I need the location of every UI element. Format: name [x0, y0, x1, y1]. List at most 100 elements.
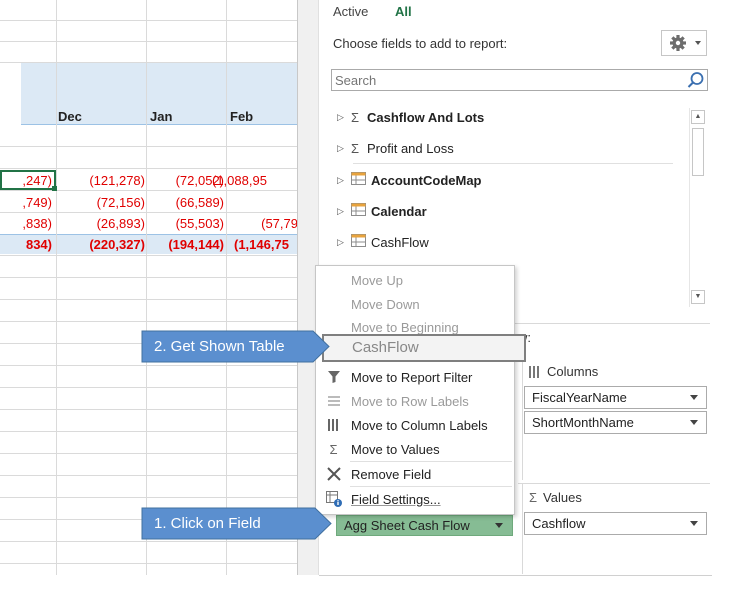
table-icon	[351, 202, 371, 220]
tab-all[interactable]: All	[395, 4, 412, 19]
menu-item-cashflow-shown-table[interactable]: CashFlow	[322, 334, 526, 362]
tab-active[interactable]: Active	[333, 4, 369, 19]
rows-icon	[316, 396, 351, 406]
cell[interactable]: ,749)	[22, 195, 52, 210]
field-item-cashflow-and-lots[interactable]: ▷ Σ Cashflow And Lots	[331, 107, 484, 127]
menu-item-move-to-beginning[interactable]: Move to Beginning	[351, 319, 459, 335]
callout-arrow-shape	[141, 330, 330, 363]
selected-cell-border	[0, 170, 56, 190]
expand-triangle-icon[interactable]: ▷	[337, 236, 344, 247]
expand-triangle-icon[interactable]: ▷	[337, 142, 344, 153]
grid-line	[0, 321, 297, 322]
dropdown-caret-icon[interactable]	[495, 523, 503, 528]
field-item-profit-and-loss[interactable]: ▷ Σ Profit and Loss	[331, 138, 454, 158]
field-context-menu: Move Up Move Down Move to Beginning Move…	[315, 265, 526, 515]
field-item-calendar[interactable]: ▷ Calendar	[331, 201, 427, 221]
pane-section-divider	[320, 323, 710, 324]
cell[interactable]: (72,156)	[96, 195, 145, 210]
scrollbar-thumb[interactable]	[692, 128, 704, 176]
total-cell[interactable]: (1,146,75	[234, 237, 289, 252]
grid-line	[0, 20, 297, 21]
columns-area-title: Columns	[529, 364, 598, 379]
menu-item-move-up[interactable]: Move Up	[351, 272, 404, 288]
grid-line	[0, 190, 297, 191]
pane-bottom-border	[319, 575, 712, 576]
menu-item-move-to-report-filter[interactable]: Move to Report Filter	[316, 366, 514, 388]
callout-step-2: 2. Get Shown Table	[141, 330, 331, 363]
dropdown-caret-icon[interactable]	[690, 420, 698, 425]
grid-line	[0, 387, 297, 388]
cell[interactable]: (121,278)	[89, 173, 145, 188]
menu-item-remove-field[interactable]: Remove Field	[316, 463, 514, 485]
search-input[interactable]	[332, 70, 672, 90]
values-area-title: Σ Values	[529, 490, 582, 505]
columns-area[interactable]	[522, 355, 708, 480]
spreadsheet-grid[interactable]: Dec Jan Feb ,247) (121,278) (72,052) (1,…	[0, 0, 297, 575]
table-icon	[351, 233, 371, 251]
columns-icon	[316, 419, 351, 431]
field-list: ▷ Σ Cashflow And Lots ▷ Σ Profit and Los…	[331, 104, 708, 309]
field-list-settings-button[interactable]	[661, 30, 707, 56]
total-cell[interactable]: (194,144)	[168, 237, 224, 252]
grid-line	[0, 62, 297, 63]
field-settings-icon	[316, 491, 351, 507]
menu-separator	[350, 486, 512, 487]
menu-item-move-to-column-labels[interactable]: Move to Column Labels	[316, 414, 514, 436]
expand-triangle-icon[interactable]: ▷	[337, 174, 344, 185]
scroll-down-icon[interactable]: ▼	[691, 290, 705, 304]
sigma-icon: Σ	[529, 490, 538, 505]
cell[interactable]: (1,088,95	[212, 173, 267, 188]
grid-line	[56, 0, 57, 575]
grid-line	[0, 497, 297, 498]
total-cell[interactable]: 834)	[25, 237, 52, 252]
field-list-scrollbar[interactable]: ▲ ▼	[689, 108, 706, 307]
field-item-accountcodemap[interactable]: ▷ AccountCodeMap	[331, 170, 482, 190]
values-area[interactable]	[522, 484, 708, 574]
sigma-icon: Σ	[329, 441, 338, 457]
column-header-jan: Jan	[150, 109, 173, 124]
close-icon	[316, 467, 351, 481]
columns-field-fiscalyearname[interactable]: FiscalYearName	[524, 386, 707, 409]
grid-line	[0, 409, 297, 410]
grid-line	[0, 212, 297, 213]
gear-icon	[670, 35, 701, 51]
menu-item-move-down[interactable]: Move Down	[351, 296, 420, 312]
columns-field-shortmonthname[interactable]: ShortMonthName	[524, 411, 707, 434]
dropdown-caret-icon[interactable]	[690, 395, 698, 400]
menu-separator	[350, 461, 512, 462]
grid-line	[0, 365, 297, 366]
menu-item-move-to-values[interactable]: Σ Move to Values	[316, 438, 514, 460]
table-icon	[351, 171, 371, 189]
grid-line	[0, 299, 297, 300]
field-item-cashflow[interactable]: ▷ CashFlow	[331, 232, 429, 252]
column-header-dec: Dec	[58, 109, 82, 124]
cell[interactable]: (55,503)	[175, 216, 224, 231]
expand-triangle-icon[interactable]: ▷	[337, 205, 344, 216]
grid-line	[0, 255, 297, 256]
filter-icon	[316, 371, 351, 383]
dropdown-caret-icon[interactable]	[690, 521, 698, 526]
cell[interactable]: (26,893)	[96, 216, 145, 231]
expand-triangle-icon[interactable]: ▷	[337, 111, 344, 122]
grid-line	[0, 146, 297, 147]
cell[interactable]: ,838)	[22, 216, 52, 231]
grid-line	[0, 168, 297, 169]
search-icon[interactable]	[687, 71, 705, 92]
cell[interactable]: ,247)	[22, 173, 52, 188]
cell[interactable]: (72,052)	[175, 173, 224, 188]
search-box[interactable]	[331, 69, 708, 91]
total-cell[interactable]: (220,327)	[89, 237, 145, 252]
menu-item-field-settings[interactable]: Field Settings...	[316, 488, 514, 510]
column-header-feb: Feb	[230, 109, 254, 124]
rows-field-agg-sheet-cash-flow[interactable]: Agg Sheet Cash Flow	[336, 515, 513, 536]
menu-item-move-to-row-labels[interactable]: Move to Row Labels	[316, 390, 514, 412]
grid-line	[0, 453, 297, 454]
values-field-cashflow[interactable]: Cashflow	[524, 512, 707, 535]
sigma-icon: Σ	[351, 140, 360, 156]
cell[interactable]: (66,589)	[175, 195, 224, 210]
cell[interactable]: (57,79	[261, 216, 297, 231]
grid-line	[226, 0, 227, 575]
callout-step-1: 1. Click on Field	[141, 507, 333, 540]
scroll-up-icon[interactable]: ▲	[691, 110, 705, 124]
fill-handle[interactable]	[52, 186, 57, 191]
